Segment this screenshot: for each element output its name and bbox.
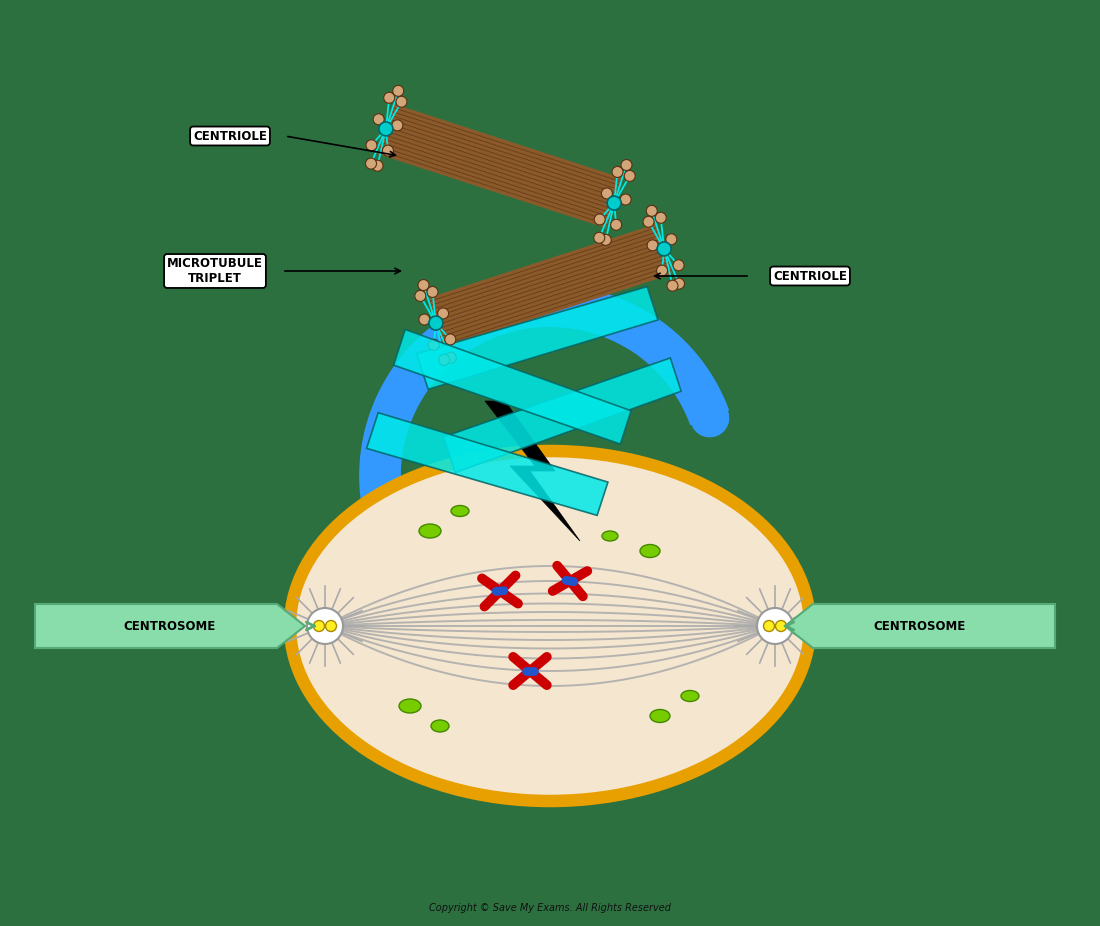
Polygon shape [35,604,305,648]
Circle shape [620,194,631,205]
Circle shape [757,608,793,644]
Circle shape [373,114,384,125]
Circle shape [594,214,605,225]
Circle shape [415,291,426,302]
Ellipse shape [681,691,698,702]
Circle shape [366,140,377,151]
Text: CENTROSOME: CENTROSOME [873,619,966,632]
Circle shape [776,620,786,632]
Ellipse shape [290,451,810,801]
Circle shape [384,93,395,104]
Ellipse shape [431,720,449,732]
Text: CENTRIOLE: CENTRIOLE [194,130,267,143]
Circle shape [666,233,676,244]
Circle shape [607,196,621,210]
Circle shape [621,159,632,170]
Circle shape [667,281,678,291]
Ellipse shape [419,524,441,538]
Circle shape [610,219,621,231]
Ellipse shape [602,531,618,541]
Circle shape [378,122,393,136]
Circle shape [393,85,404,96]
Polygon shape [366,413,608,516]
Ellipse shape [650,709,670,722]
Circle shape [307,608,343,644]
Circle shape [429,316,443,330]
Circle shape [656,212,667,223]
Circle shape [438,308,449,319]
Circle shape [601,234,612,245]
Text: Copyright © Save My Exams. All Rights Reserved: Copyright © Save My Exams. All Rights Re… [429,903,671,913]
Circle shape [365,158,376,169]
Circle shape [673,260,684,270]
Circle shape [657,265,668,276]
Ellipse shape [640,544,660,557]
Circle shape [439,355,450,366]
Circle shape [612,167,623,178]
Circle shape [372,160,383,171]
Circle shape [396,96,407,107]
Circle shape [594,232,605,244]
Circle shape [314,620,324,632]
Polygon shape [417,287,658,389]
Circle shape [428,339,439,350]
Circle shape [647,206,658,217]
Ellipse shape [451,506,469,517]
Circle shape [418,280,429,291]
Circle shape [602,188,613,199]
Circle shape [657,242,671,256]
Circle shape [444,334,455,344]
Circle shape [647,240,658,251]
Circle shape [326,620,337,632]
Polygon shape [485,401,580,541]
Circle shape [446,352,456,363]
Circle shape [427,286,438,297]
Polygon shape [394,330,631,444]
Circle shape [624,170,635,181]
Circle shape [763,620,774,632]
Ellipse shape [399,699,421,713]
Circle shape [644,217,654,227]
Polygon shape [443,358,681,472]
Text: CENTRIOLE: CENTRIOLE [773,269,847,282]
Text: MICROTUBULE
TRIPLET: MICROTUBULE TRIPLET [167,257,263,285]
Circle shape [673,278,684,289]
Circle shape [383,145,394,156]
Circle shape [392,119,403,131]
Polygon shape [785,604,1055,648]
Text: CENTROSOME: CENTROSOME [124,619,216,632]
Circle shape [419,314,430,325]
